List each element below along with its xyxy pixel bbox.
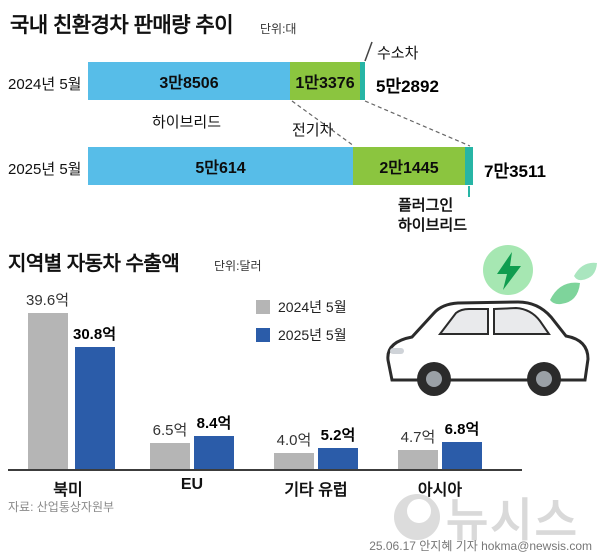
ev-dashed-line-left	[291, 100, 355, 147]
bar-2025	[318, 448, 358, 469]
newsis-logo-icon	[394, 494, 440, 540]
category-label-eu: EU	[180, 476, 204, 493]
car-wheel-front-hub	[426, 371, 442, 387]
leaf-icon-large	[550, 282, 580, 305]
bar-value-2024: 4.0억	[276, 432, 312, 449]
bar-value-2024: 4.7억	[400, 429, 436, 446]
car-window-front	[437, 308, 489, 335]
bar-value-2024: 39.6억	[26, 292, 69, 309]
segment-other	[360, 62, 365, 100]
bar-col-2024: 39.6억	[26, 289, 69, 469]
hydrogen-callout-line	[364, 41, 373, 62]
bar-value-2024: 6.5억	[152, 422, 188, 439]
segment-ev: 2만1445	[353, 147, 465, 185]
bar-col-2025: 8.4억	[194, 412, 234, 469]
segment-ev: 1만3376	[290, 62, 360, 100]
bar-2025	[194, 436, 234, 469]
bar-col-2024: 4.7억	[398, 426, 438, 469]
bar-group-eu: 6.5억 8.4억	[150, 289, 234, 469]
source-note: 자료: 산업통상자원부	[8, 500, 115, 514]
phev-annotation: 플러그인 하이브리드	[398, 196, 467, 236]
hybrid-annotation: 하이브리드	[152, 114, 222, 131]
watermark-text: 뉴시스	[446, 494, 579, 546]
total-2024: 5만2892	[376, 77, 439, 96]
byline-credit: 25.06.17 안지혜 기자 hokma@newsis.com	[369, 539, 592, 553]
car-illustration	[386, 300, 590, 396]
legend-label-2024: 2024년 5월	[278, 299, 347, 315]
hydrogen-annotation: 수소차	[377, 45, 419, 62]
x-axis-line	[8, 469, 522, 471]
connector-lines	[291, 41, 471, 197]
phev-annotation-line1: 플러그인	[398, 197, 454, 214]
bar-col-2025: 5.2억	[318, 424, 358, 469]
ev-dashed-line-right	[364, 100, 471, 147]
bar-2024	[398, 450, 438, 469]
category-label-other-europe: 기타 유럽	[284, 482, 348, 499]
category-label-asia: 아시아	[417, 482, 463, 499]
bar-2024	[150, 443, 190, 469]
export-chart-title: 지역별 자동차 수출액	[8, 253, 180, 275]
bar-2025	[74, 347, 115, 469]
bar-2024	[274, 453, 314, 469]
bar-value-2025: 30.8억	[73, 326, 116, 343]
legend-swatch-2024	[256, 300, 270, 314]
segment-hybrid-value: 5만614	[195, 160, 246, 177]
bar-col-2025: 6.8억	[442, 418, 482, 469]
sales-chart-title: 국내 친환경차 판매량 추이	[10, 14, 234, 37]
legend-item-2024: 2024년 5월	[256, 297, 347, 317]
sales-chart-unit: 단위:대	[260, 22, 297, 36]
bar-group-asia: 4.7억 6.8억	[398, 289, 482, 469]
category-label-north-america: 북미	[53, 482, 83, 499]
bar-col-2024: 6.5억	[150, 419, 190, 469]
legend: 2024년 5월 2025년 5월	[256, 297, 347, 353]
bar-col-2024: 4.0억	[274, 429, 314, 469]
car-wheel-rear-hub	[536, 371, 552, 387]
legend-label-2025: 2025년 5월	[278, 327, 347, 343]
leaf-icon-small	[574, 262, 597, 281]
lightning-bolt-icon	[497, 252, 521, 290]
legend-swatch-2025	[256, 328, 270, 342]
segment-hybrid: 5만614	[88, 147, 353, 185]
bar-group-other-europe: 4.0억 5.2억	[274, 289, 358, 469]
bar-value-2025: 8.4억	[196, 415, 232, 432]
bar-col-2025: 30.8억	[73, 323, 116, 469]
car-headlight	[390, 348, 404, 354]
bar-group-north-america: 39.6억 30.8억	[26, 289, 116, 469]
segment-ev-value: 1만3376	[295, 75, 355, 92]
car-window-rear	[493, 306, 551, 335]
total-2025: 7만3511	[484, 162, 546, 181]
stacked-bar-2025: 5만614 2만1445	[88, 147, 473, 185]
export-chart-unit: 단위:달러	[214, 259, 262, 273]
row-label-2024: 2024년 5월	[8, 76, 82, 93]
segment-ev-value: 2만1445	[379, 160, 439, 177]
segment-hybrid: 3만8506	[88, 62, 290, 100]
bar-2025	[442, 442, 482, 469]
ev-annotation: 전기차	[292, 122, 334, 139]
phev-annotation-line2: 하이브리드	[398, 217, 468, 234]
row-label-2025: 2025년 5월	[8, 161, 82, 178]
stacked-bar-2024: 3만8506 1만3376	[88, 62, 365, 100]
green-energy-icon	[483, 245, 597, 305]
legend-item-2025: 2025년 5월	[256, 325, 347, 345]
bar-value-2025: 5.2억	[320, 427, 356, 444]
bar-value-2025: 6.8억	[444, 421, 480, 438]
segment-other	[465, 147, 473, 185]
watermark: 뉴시스	[394, 484, 579, 550]
segment-hybrid-value: 3만8506	[159, 75, 219, 92]
bar-2024	[27, 313, 68, 469]
